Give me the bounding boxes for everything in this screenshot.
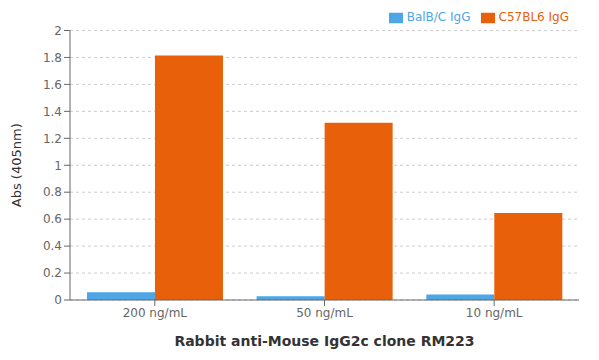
svg-text:1.6: 1.6	[43, 78, 62, 92]
html-text:BalB/C IgG: BalB/C IgG	[406, 10, 471, 24]
svg-text:200 ng/mL: 200 ng/mL	[123, 306, 188, 320]
svg-text:0: 0	[54, 293, 62, 307]
svg-text:1.2: 1.2	[43, 132, 62, 146]
svg-text:Rabbit anti-Mouse IgG2c clone: Rabbit anti-Mouse IgG2c clone RM223	[174, 333, 474, 349]
html-text:C57BL6 IgG: C57BL6 IgG	[498, 10, 569, 24]
svg-text:0.2: 0.2	[43, 266, 62, 280]
svg-text:2: 2	[54, 24, 62, 38]
svg-text:1.4: 1.4	[43, 105, 62, 119]
svg-text:0.8: 0.8	[43, 185, 62, 199]
svg-text:50 ng/mL: 50 ng/mL	[296, 306, 353, 320]
svg-text:0.6: 0.6	[43, 212, 62, 226]
svg-text:Abs (405nm): Abs (405nm)	[9, 123, 24, 207]
svg-text:10 ng/mL: 10 ng/mL	[466, 306, 523, 320]
svg-text:1: 1	[54, 159, 62, 173]
svg-text:1.8: 1.8	[43, 51, 62, 65]
svg-text:0.4: 0.4	[43, 239, 62, 253]
